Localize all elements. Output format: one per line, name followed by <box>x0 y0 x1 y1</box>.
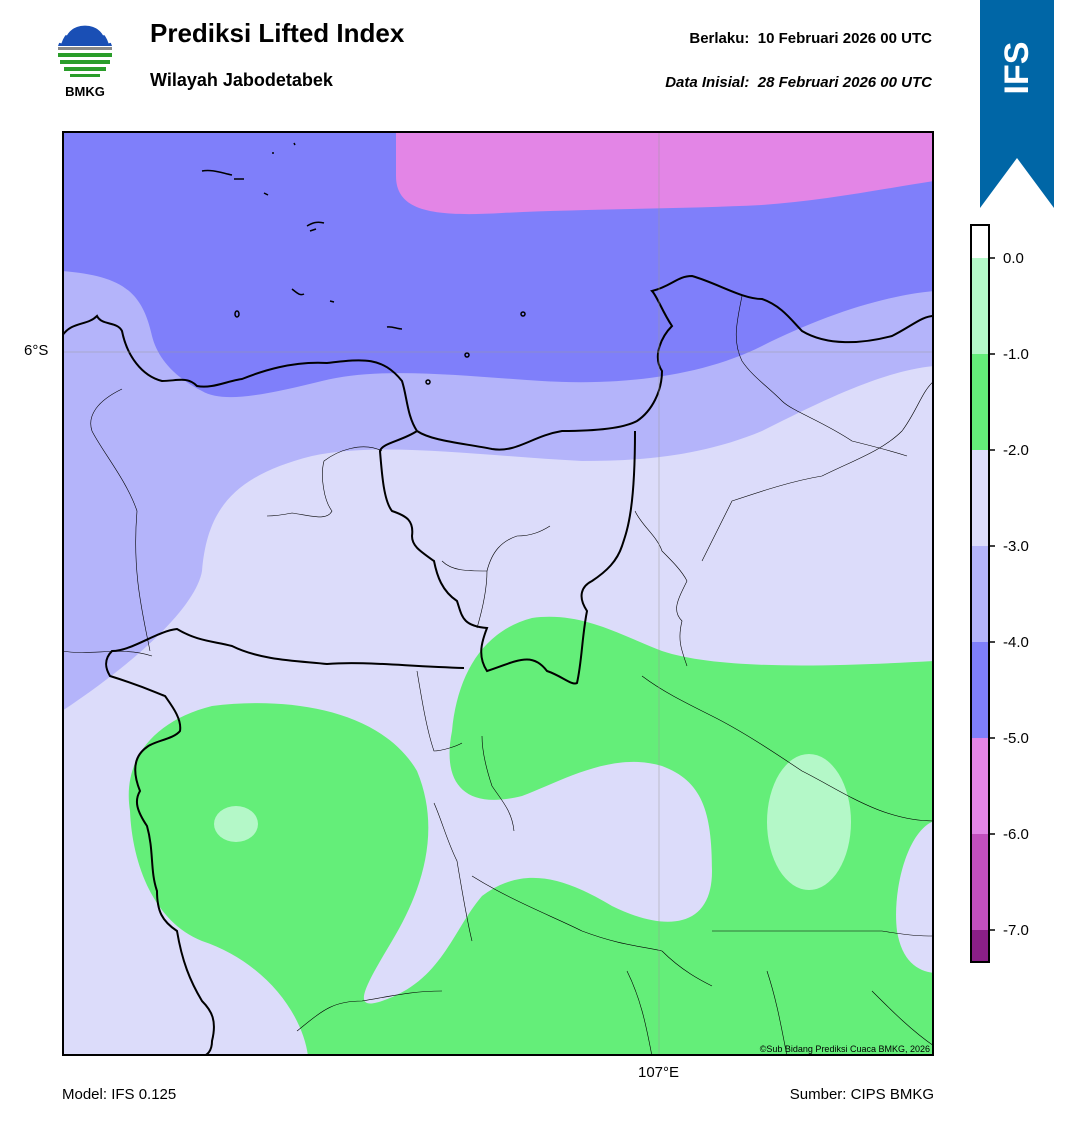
colorbar-band <box>971 354 989 450</box>
valid-value: 10 Februari 2026 00 UTC <box>757 30 932 47</box>
band-0-minus1-east <box>767 754 851 890</box>
islands <box>201 142 526 385</box>
colorbar-band <box>971 450 989 546</box>
band-minus2-east-edge <box>896 821 934 973</box>
colorbar-tick-label: -1.0 <box>1003 346 1029 363</box>
colorbar-band <box>971 738 989 834</box>
valid-label: Berlaku: <box>689 30 750 47</box>
init-time: Data Inisial: 28 Februari 2026 00 UTC <box>665 74 932 91</box>
longitude-label: 107°E <box>638 1064 680 1081</box>
init-label: Data Inisial: <box>665 74 750 91</box>
colorbar-band <box>971 546 989 642</box>
colorbar-tick-label: -5.0 <box>1003 730 1029 747</box>
band-minus5-minus6 <box>396 131 934 215</box>
init-value: 28 Februari 2026 00 UTC <box>757 74 932 91</box>
latitude-label: 6°S <box>24 342 49 359</box>
ribbon-text: IFS <box>998 42 1036 95</box>
colorbar-band-top <box>971 225 989 258</box>
colorbar-band <box>971 834 989 930</box>
colorbar-tick-label: -3.0 <box>1003 538 1029 555</box>
band-minus1-minus2 <box>128 616 934 1056</box>
band-0-minus1-west <box>214 806 258 842</box>
model-ribbon: IFS <box>980 0 1054 210</box>
lifted-index-map: ©Sub Bidang Prediksi Cuaca BMKG, 2026 <box>62 131 934 1056</box>
province-boundary <box>105 430 636 1056</box>
model-label: Model: IFS 0.125 <box>62 1086 177 1103</box>
colorbar-tick-label: -4.0 <box>1003 634 1029 651</box>
regency-boundaries <box>62 295 934 1056</box>
colorbar-frame <box>970 224 990 963</box>
colorbar-tick-label: -2.0 <box>1003 442 1029 459</box>
map-frame <box>62 131 934 1056</box>
colorbar-band <box>971 258 989 354</box>
bmkg-logo-icon <box>52 20 118 104</box>
bmkg-logo-text: BMKG <box>65 84 105 99</box>
page-title: Prediksi Lifted Index <box>150 18 405 48</box>
colorbar-tick-label: -7.0 <box>1003 922 1029 939</box>
colorbar-tick-label: 0.0 <box>1003 250 1024 267</box>
page-subtitle: Wilayah Jabodetabek <box>150 70 333 90</box>
source-label: Sumber: CIPS BMKG <box>789 1086 934 1103</box>
colorbar-band <box>971 642 989 738</box>
map-credit: ©Sub Bidang Prediksi Cuaca BMKG, 2026 <box>760 1044 930 1054</box>
coastline <box>62 274 934 451</box>
colorbar-band <box>971 930 989 962</box>
colorbar-tick-label: -6.0 <box>1003 826 1029 843</box>
valid-time: Berlaku: 10 Februari 2026 00 UTC <box>689 30 932 47</box>
colorbar: 0.0 -1.0 -2.0 -3.0 -4.0 -5.0 -6.0 -7.0 <box>968 222 1068 968</box>
